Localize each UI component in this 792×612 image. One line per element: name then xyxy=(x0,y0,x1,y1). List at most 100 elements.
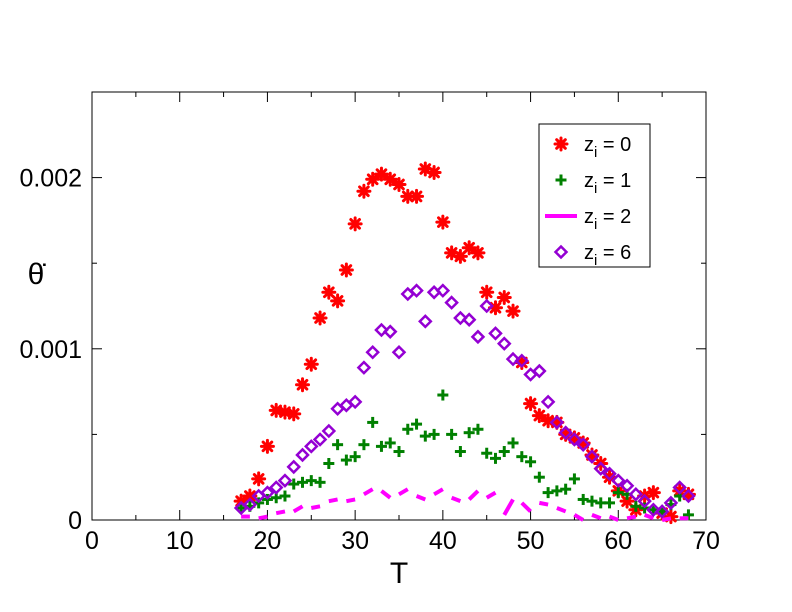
data-point xyxy=(654,504,670,519)
data-point xyxy=(507,437,519,449)
x-tick-label: 20 xyxy=(254,527,282,555)
data-point xyxy=(463,427,475,439)
axis-ticks xyxy=(91,91,707,521)
data-point xyxy=(663,495,679,511)
data-point xyxy=(426,164,442,180)
data-point xyxy=(393,446,405,458)
data-point xyxy=(347,394,363,410)
data-point xyxy=(321,284,337,300)
data-point xyxy=(391,176,407,192)
data-point xyxy=(356,360,372,375)
data-point xyxy=(304,439,319,454)
data-point xyxy=(279,490,291,502)
data-point xyxy=(437,389,449,401)
series-dash-segment xyxy=(310,504,321,510)
series-dash-segment xyxy=(661,516,672,522)
series-dash-segment xyxy=(275,509,286,516)
data-point xyxy=(611,473,626,488)
series-dash-segment xyxy=(485,490,497,500)
x-axis-label: T xyxy=(390,557,408,590)
data-point xyxy=(488,326,503,341)
data-point xyxy=(295,447,310,463)
data-point xyxy=(525,456,537,468)
y-tick-label: 0.002 xyxy=(19,165,82,193)
data-point xyxy=(384,437,396,449)
series-dash-segment xyxy=(433,487,444,497)
data-point xyxy=(428,428,440,440)
data-point xyxy=(533,471,545,483)
series-dash-segment xyxy=(520,501,532,513)
series-dash-segment xyxy=(397,487,409,497)
series-dash-segment xyxy=(345,497,356,504)
data-point xyxy=(409,283,424,298)
data-point xyxy=(470,245,486,261)
series-2 xyxy=(241,487,689,522)
data-point xyxy=(470,329,486,345)
data-point xyxy=(295,377,311,393)
data-point xyxy=(532,363,547,379)
series-dash-segment xyxy=(362,487,374,497)
data-point xyxy=(323,458,335,470)
data-point xyxy=(435,283,451,298)
y-tick-label: 0 xyxy=(68,507,82,535)
data-point xyxy=(461,312,477,327)
data-point xyxy=(268,402,284,418)
data-point xyxy=(259,438,275,454)
data-point xyxy=(604,497,616,509)
series-dash-segment xyxy=(556,506,567,514)
series-dash-segment xyxy=(608,514,620,522)
data-point xyxy=(672,480,687,495)
x-tick-label: 30 xyxy=(341,527,369,555)
data-point xyxy=(435,214,451,230)
data-point xyxy=(472,423,484,435)
data-point xyxy=(321,423,337,439)
data-point xyxy=(628,487,644,502)
data-point xyxy=(575,437,591,452)
data-point xyxy=(305,475,317,487)
legend: zi = 0zi = 1zi = 2zi = 6 xyxy=(538,123,651,269)
series-dash-segment xyxy=(450,495,462,504)
series-dash-segment xyxy=(573,513,585,522)
data-point xyxy=(577,493,589,505)
data-point xyxy=(286,406,302,422)
data-point xyxy=(602,466,617,482)
data-point xyxy=(681,488,696,504)
data-point xyxy=(365,171,381,187)
data-point xyxy=(567,432,582,447)
x-tick-label: 10 xyxy=(166,527,194,555)
data-point xyxy=(560,483,572,495)
data-point xyxy=(367,416,379,428)
data-point xyxy=(549,415,565,430)
series-dash-segment xyxy=(538,500,549,507)
data-point xyxy=(444,245,460,261)
data-point xyxy=(612,487,624,499)
data-point xyxy=(630,500,642,512)
data-point xyxy=(479,284,495,300)
data-point xyxy=(235,502,247,514)
y-axis-label: θ̇ xyxy=(28,258,47,291)
data-point xyxy=(358,439,370,451)
data-point xyxy=(593,461,609,476)
series-dash-segment xyxy=(502,498,515,516)
axis-tick-labels: 0 10 20 30 40 50 60 70 0 0.001 0.002 xyxy=(19,165,719,555)
data-point xyxy=(411,418,423,430)
data-point xyxy=(375,440,387,452)
data-point xyxy=(637,493,652,509)
x-tick-label: 60 xyxy=(604,527,632,555)
data-point xyxy=(568,473,580,485)
series-dash-segment xyxy=(467,489,480,501)
data-point xyxy=(479,298,494,314)
data-point xyxy=(516,451,528,463)
y-tick-label: 0.001 xyxy=(19,336,82,364)
data-point xyxy=(496,336,512,351)
x-tick-label: 40 xyxy=(429,527,457,555)
data-point xyxy=(260,485,275,500)
data-point xyxy=(268,480,284,495)
data-point xyxy=(382,324,398,339)
data-point xyxy=(558,425,573,440)
data-point xyxy=(356,183,372,199)
data-point xyxy=(391,344,407,360)
data-point xyxy=(444,295,459,310)
data-point xyxy=(374,322,389,338)
data-point xyxy=(514,353,530,369)
